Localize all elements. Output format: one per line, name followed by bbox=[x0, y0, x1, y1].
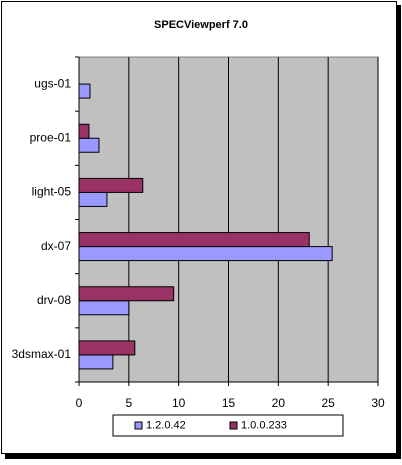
y-tick-label: light-05 bbox=[32, 185, 72, 199]
x-tick-label: 15 bbox=[222, 396, 236, 410]
bar bbox=[78, 83, 91, 99]
chart-title: SPECViewperf 7.0 bbox=[154, 19, 248, 31]
y-tick-label: proe-01 bbox=[30, 130, 72, 144]
bar bbox=[78, 354, 114, 370]
bar bbox=[78, 300, 130, 316]
y-tick-label: drv-08 bbox=[37, 293, 71, 307]
bar bbox=[78, 177, 144, 193]
x-tick-label: 20 bbox=[272, 396, 286, 410]
x-tick-label: 30 bbox=[371, 396, 385, 410]
bar bbox=[78, 232, 310, 248]
x-tick-label: 0 bbox=[76, 396, 83, 410]
x-tick-label: 5 bbox=[125, 396, 132, 410]
bar bbox=[78, 246, 333, 262]
bar bbox=[78, 340, 136, 356]
legend-label: 1.2.0.42 bbox=[146, 419, 186, 431]
bar bbox=[78, 123, 90, 139]
y-tick-label: dx-07 bbox=[41, 239, 71, 253]
y-tick-label: 3dsmax-01 bbox=[12, 347, 72, 361]
x-tick-label: 25 bbox=[321, 396, 335, 410]
x-tick-label: 10 bbox=[172, 396, 186, 410]
legend-box bbox=[112, 414, 344, 437]
bar bbox=[78, 191, 108, 207]
y-tick-label: ugs-01 bbox=[34, 76, 71, 90]
bar bbox=[78, 286, 175, 302]
legend-swatch bbox=[229, 421, 238, 430]
legend-label: 1.0.0.233 bbox=[241, 419, 287, 431]
bar bbox=[78, 137, 100, 153]
legend-swatch bbox=[134, 421, 143, 430]
